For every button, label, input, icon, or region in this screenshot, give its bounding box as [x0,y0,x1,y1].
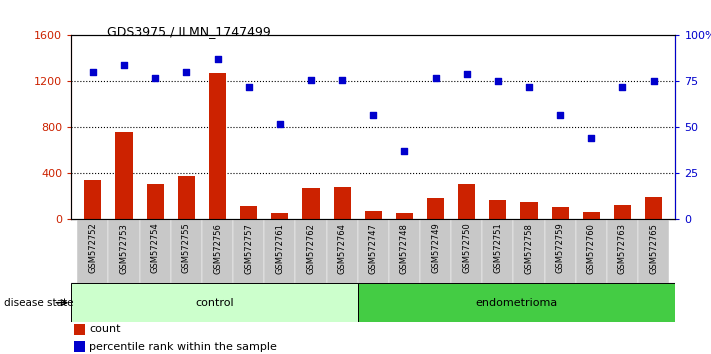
Point [149,75,161,81]
Text: GSM572758: GSM572758 [525,223,533,274]
Bar [482,219,513,283]
Text: percentile rank within the sample: percentile rank within the sample [90,342,277,352]
Bar [109,219,139,283]
Bar [202,219,233,283]
Bar [358,283,675,322]
Bar [71,283,358,322]
Bar [552,207,569,219]
Bar [427,198,444,219]
Text: control: control [195,298,234,308]
Text: GSM572750: GSM572750 [462,223,471,273]
Bar [545,219,576,283]
Point [181,69,192,75]
Bar [74,341,85,353]
Text: GSM572756: GSM572756 [213,223,222,274]
Point [617,84,629,90]
Bar [365,211,382,219]
Text: GSM572752: GSM572752 [88,223,97,273]
Text: GSM572761: GSM572761 [275,223,284,274]
Bar [240,206,257,219]
Point [523,84,535,90]
Point [399,149,410,154]
Point [586,136,597,141]
Point [274,121,286,127]
Bar [264,219,295,283]
Bar [326,219,358,283]
Bar [389,219,420,283]
Bar [489,200,506,219]
Point [492,79,503,84]
Text: GSM572759: GSM572759 [556,223,565,273]
Text: GSM572762: GSM572762 [306,223,316,274]
Text: GSM572763: GSM572763 [618,223,627,274]
Bar [396,213,413,219]
Bar [171,219,202,283]
Text: count: count [90,324,121,334]
Bar [77,219,109,283]
Point [430,75,442,81]
Bar [358,219,389,283]
Text: GDS3975 / ILMN_1747499: GDS3975 / ILMN_1747499 [107,25,270,38]
Bar [645,197,662,219]
Text: GSM572757: GSM572757 [244,223,253,274]
Text: GSM572764: GSM572764 [338,223,347,274]
Bar [333,187,351,219]
Point [212,57,223,62]
Point [87,69,99,75]
Text: GSM572755: GSM572755 [182,223,191,273]
Point [118,62,129,68]
Text: endometrioma: endometrioma [476,298,557,308]
Text: GSM572751: GSM572751 [493,223,503,273]
Text: GSM572748: GSM572748 [400,223,409,274]
Point [243,84,255,90]
Bar [272,212,289,219]
Point [555,112,566,118]
Text: GSM572760: GSM572760 [587,223,596,274]
Point [305,77,316,82]
Bar [146,184,164,219]
Bar [638,219,669,283]
Bar [451,219,482,283]
Bar [576,219,607,283]
Text: GSM572765: GSM572765 [649,223,658,274]
Bar [420,219,451,283]
Bar [458,184,475,219]
Bar [233,219,264,283]
Bar [178,176,195,219]
Text: GSM572749: GSM572749 [431,223,440,273]
Bar [614,205,631,219]
Bar [74,324,85,335]
Point [368,112,379,118]
Point [648,79,659,84]
Bar [209,73,226,219]
Text: disease state: disease state [4,298,73,308]
Bar [295,219,326,283]
Bar [513,219,545,283]
Bar [607,219,638,283]
Bar [302,188,319,219]
Text: GSM572753: GSM572753 [119,223,129,274]
Bar [520,202,538,219]
Text: GSM572747: GSM572747 [369,223,378,274]
Bar [139,219,171,283]
Bar [85,181,102,219]
Point [336,77,348,82]
Bar [115,132,133,219]
Point [461,71,472,77]
Bar [583,212,600,219]
Text: GSM572754: GSM572754 [151,223,160,273]
